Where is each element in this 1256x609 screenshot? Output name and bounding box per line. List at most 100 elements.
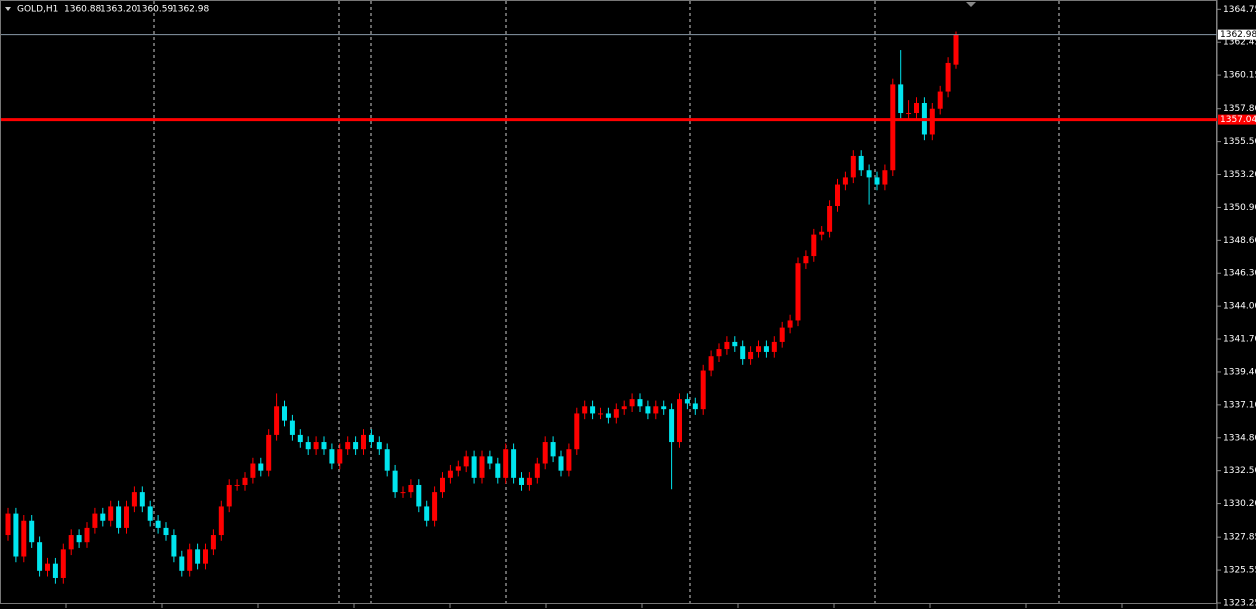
candle-body	[131, 492, 137, 507]
candle-body	[179, 556, 185, 571]
ohlc-low: 1360.59	[136, 5, 173, 15]
candle-body	[653, 406, 659, 414]
level-label: 1357.04	[1220, 115, 1256, 125]
y-tick-label: 1337.10	[1223, 400, 1256, 410]
candle-body	[234, 484, 240, 486]
candle-body	[645, 406, 651, 414]
candle-body	[534, 463, 540, 478]
candle-body	[392, 470, 398, 493]
candle-body	[139, 492, 145, 507]
candle-body	[495, 463, 501, 478]
candle-body	[100, 513, 106, 521]
candle-body	[566, 449, 572, 471]
plot-frame	[0, 0, 1217, 604]
candle-body	[321, 442, 327, 450]
candle-body	[929, 108, 935, 135]
candle-body	[874, 177, 880, 185]
candle-body	[945, 62, 951, 92]
candle-body	[345, 442, 351, 450]
candle-body	[882, 170, 888, 185]
ohlc-close: 1362.98	[172, 5, 209, 15]
candle-body	[819, 231, 825, 235]
candle-body	[811, 234, 817, 257]
candle-body	[416, 484, 422, 507]
candle-body	[305, 442, 311, 450]
candle-body	[313, 442, 319, 450]
candle-body	[677, 399, 682, 443]
candle-body	[400, 492, 406, 494]
y-tick-label: 1350.90	[1223, 203, 1256, 213]
candle-body	[21, 520, 27, 557]
candle-body	[463, 456, 469, 467]
y-tick-label: 1357.80	[1223, 104, 1256, 114]
candle-body	[906, 113, 912, 115]
candle-body	[242, 477, 248, 485]
candle-body	[937, 91, 943, 109]
candle-body	[858, 155, 864, 171]
candle-body	[163, 527, 169, 536]
candle-body	[590, 406, 596, 414]
candle-body	[629, 399, 635, 407]
candle-body	[842, 177, 848, 185]
candle-body	[526, 477, 532, 485]
candle-body	[45, 563, 50, 571]
candle-body	[250, 463, 256, 478]
ohlc-open: 1360.88	[64, 5, 101, 15]
candle-body	[574, 413, 580, 450]
candle-body	[542, 442, 548, 464]
candle-body	[361, 434, 366, 450]
y-tick-label: 1360.15	[1223, 71, 1256, 81]
candle-body	[195, 549, 201, 564]
candle-body	[519, 477, 524, 485]
candle-body	[605, 413, 611, 418]
candle-body	[669, 409, 675, 443]
candle-body	[661, 406, 667, 410]
candle-body	[598, 413, 603, 415]
candle-body	[803, 256, 809, 264]
candle-body	[408, 484, 414, 493]
candle-body	[550, 442, 556, 457]
bid-label: 1362.98	[1220, 30, 1256, 40]
candle-body	[503, 449, 509, 478]
candle-body	[835, 184, 840, 207]
candle-body	[637, 399, 643, 407]
y-tick-label: 1344.00	[1223, 302, 1256, 312]
candle-body	[432, 492, 438, 521]
y-tick-label: 1348.60	[1223, 236, 1256, 246]
symbol: GOLD,H1	[17, 5, 58, 15]
candle-body	[187, 549, 193, 571]
y-tick-label: 1355.50	[1223, 137, 1256, 147]
candle-body	[424, 506, 430, 521]
y-tick-label: 1330.20	[1223, 499, 1256, 509]
shift-marker	[966, 2, 976, 7]
candle-body	[147, 506, 153, 521]
level-label-box	[1218, 114, 1256, 125]
candle-body	[226, 484, 232, 507]
candle-body	[76, 535, 82, 543]
candle-body	[68, 535, 74, 550]
candle-body	[13, 513, 19, 557]
candle-body	[329, 449, 335, 464]
candle-body	[740, 346, 746, 360]
bid-label-box	[1218, 29, 1256, 40]
candle-body	[368, 434, 374, 443]
candle-body	[582, 406, 588, 414]
candle-body	[447, 470, 453, 478]
candle-body	[203, 549, 208, 564]
y-tick-label: 1325.55	[1223, 566, 1256, 576]
menu-arrow[interactable]	[5, 7, 11, 11]
candle-body	[724, 341, 730, 350]
candle-body	[92, 513, 98, 528]
candle-body	[353, 442, 359, 450]
candle-body	[850, 155, 856, 178]
candle-body	[511, 449, 517, 478]
candle-body	[29, 520, 35, 543]
candle-body	[155, 520, 161, 528]
candle-body	[471, 456, 477, 478]
candle-body	[763, 346, 769, 352]
candle-body	[124, 506, 129, 528]
y-tick-label: 1334.80	[1223, 433, 1256, 443]
candle-body	[748, 351, 754, 360]
candle-body	[621, 406, 627, 410]
